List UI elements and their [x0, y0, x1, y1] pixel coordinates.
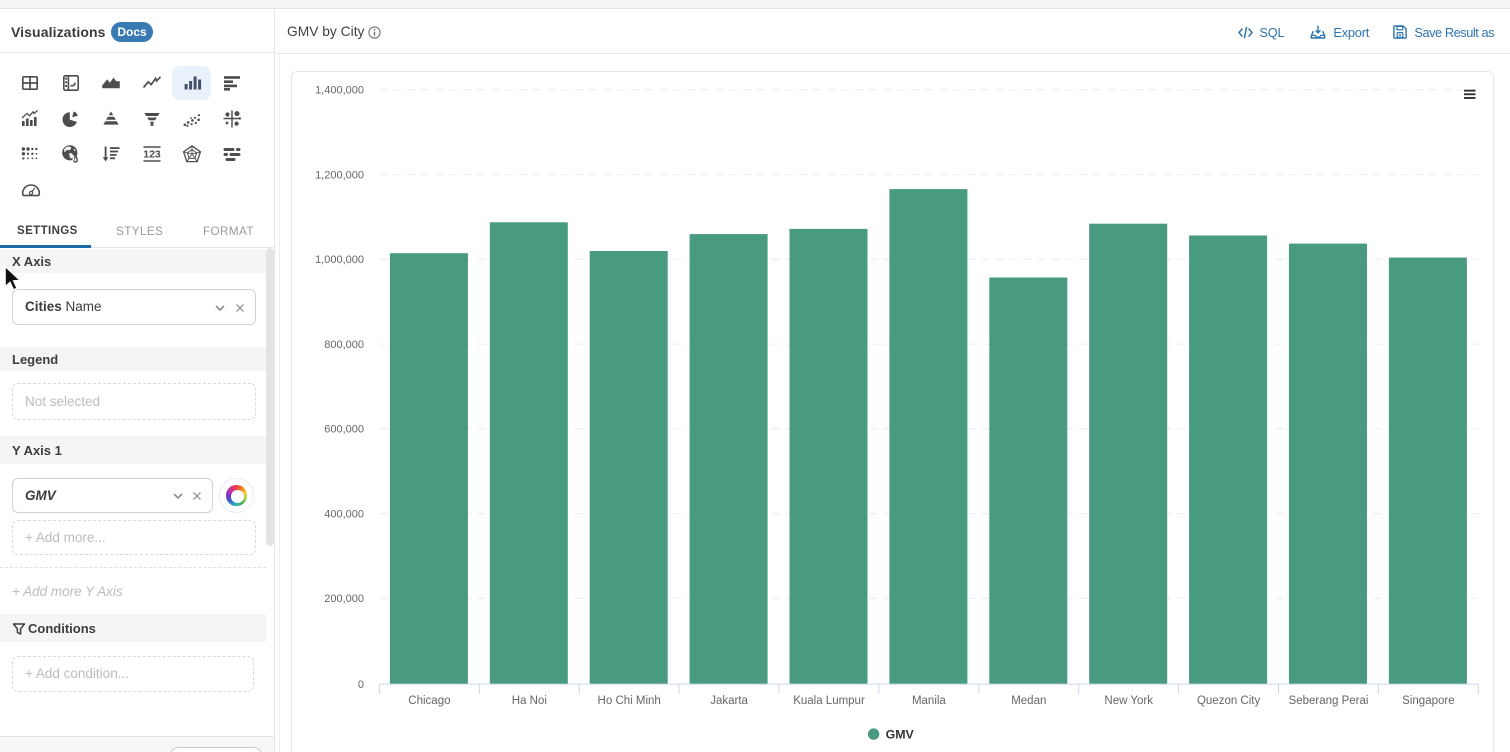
- svg-text:123: 123: [143, 148, 161, 160]
- svg-text:Manila: Manila: [912, 695, 946, 707]
- svg-text:1,000,000: 1,000,000: [315, 254, 364, 266]
- svg-text:1,200,000: 1,200,000: [315, 169, 364, 181]
- svg-text:Singapore: Singapore: [1402, 695, 1454, 707]
- svg-text:Jakarta: Jakarta: [710, 695, 748, 707]
- svg-text:GMV: GMV: [886, 727, 915, 741]
- svg-text:Chicago: Chicago: [408, 695, 450, 707]
- svg-text:1,400,000: 1,400,000: [315, 85, 364, 97]
- svg-text:600,000: 600,000: [324, 424, 364, 436]
- svg-text:Kuala Lumpur: Kuala Lumpur: [793, 695, 865, 707]
- svg-text:200,000: 200,000: [324, 593, 364, 605]
- svg-text:Medan: Medan: [1011, 695, 1046, 707]
- svg-text:0: 0: [358, 679, 364, 691]
- svg-text:400,000: 400,000: [324, 508, 364, 520]
- svg-text:Quezon City: Quezon City: [1197, 695, 1261, 707]
- svg-text:New York: New York: [1104, 695, 1153, 707]
- svg-text:Ha Noi: Ha Noi: [512, 695, 547, 707]
- svg-text:Seberang Perai: Seberang Perai: [1289, 695, 1369, 707]
- svg-text:800,000: 800,000: [324, 339, 364, 351]
- svg-text:Ho Chi Minh: Ho Chi Minh: [598, 695, 661, 707]
